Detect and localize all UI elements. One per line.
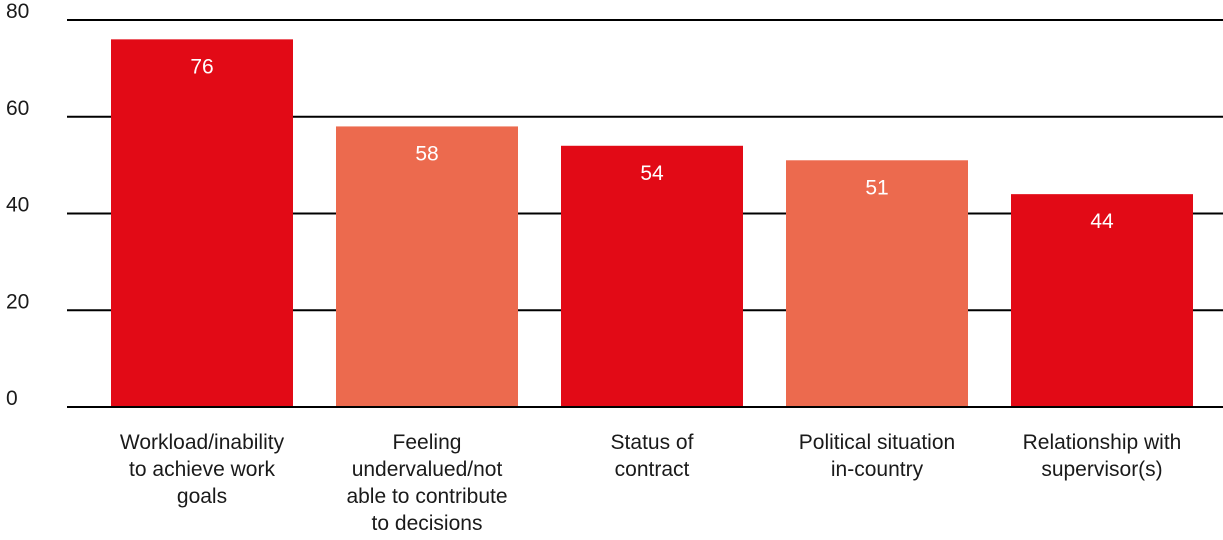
x-category-label: Workload/inability to achieve work goals bbox=[120, 431, 285, 508]
bar-value-label: 58 bbox=[415, 142, 438, 165]
y-tick-label: 80 bbox=[6, 0, 29, 23]
bar-value-label: 54 bbox=[640, 162, 664, 185]
y-tick-label: 0 bbox=[6, 387, 18, 410]
bar bbox=[1011, 194, 1193, 407]
x-axis-labels: Workload/inability to achieve work goals Fe… bbox=[67, 406, 1223, 535]
bar bbox=[786, 160, 968, 407]
y-tick-label: 40 bbox=[6, 194, 29, 217]
bar-value-label: 44 bbox=[1090, 210, 1114, 233]
x-category-label: Feeling undervalued/not able to contribute… bbox=[346, 431, 507, 535]
bar-value-label: 51 bbox=[865, 176, 888, 199]
bar bbox=[336, 126, 518, 408]
y-axis-ticks: 0 20 40 60 80 bbox=[6, 0, 29, 410]
bar bbox=[111, 39, 293, 407]
x-category-label: Relationship with supervisor(s) bbox=[1023, 431, 1182, 481]
data-labels: 76 58 54 51 44 bbox=[190, 55, 1114, 233]
y-tick-label: 20 bbox=[6, 290, 29, 313]
y-tick-label: 60 bbox=[6, 97, 29, 120]
x-category-label: Political situation in-country bbox=[799, 431, 955, 481]
x-category-label: Status of contract bbox=[611, 431, 694, 481]
bars bbox=[111, 39, 1193, 408]
bar bbox=[561, 145, 743, 407]
bar-value-label: 76 bbox=[190, 55, 213, 78]
